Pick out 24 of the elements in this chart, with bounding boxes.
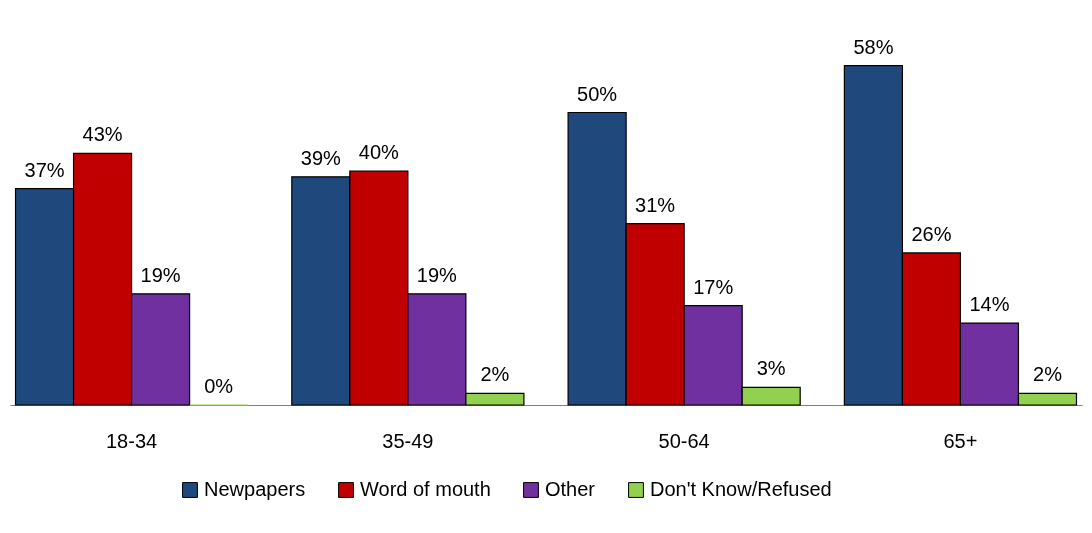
data-label: 31% — [635, 193, 676, 216]
data-label: 39% — [300, 146, 342, 169]
x-tick-label: 65+ — [943, 429, 978, 452]
data-label: 14% — [969, 293, 1010, 316]
legend-label: Newpapers — [204, 478, 306, 500]
data-label: 26% — [911, 222, 952, 245]
x-tick-label: 50-64 — [658, 429, 710, 452]
data-label: 0% — [204, 375, 234, 397]
data-label: 3% — [756, 357, 786, 380]
x-tick-label: 18-34 — [105, 429, 158, 452]
data-label: 58% — [853, 35, 894, 58]
data-label: 43% — [82, 123, 123, 146]
legend-label: Word of mouth — [360, 478, 491, 500]
data-label: 2% — [480, 363, 510, 386]
legend-label: Don't Know/Refused — [650, 478, 832, 500]
data-label: 2% — [1033, 363, 1063, 386]
legend-label: Other — [545, 478, 596, 500]
data-label: 17% — [693, 275, 734, 298]
data-label: 40% — [358, 141, 400, 164]
data-label: 19% — [416, 263, 458, 286]
data-label: 19% — [140, 263, 181, 286]
x-tick-label: 35-49 — [382, 429, 434, 452]
data-label: 37% — [24, 158, 65, 181]
data-label: 50% — [577, 82, 618, 105]
